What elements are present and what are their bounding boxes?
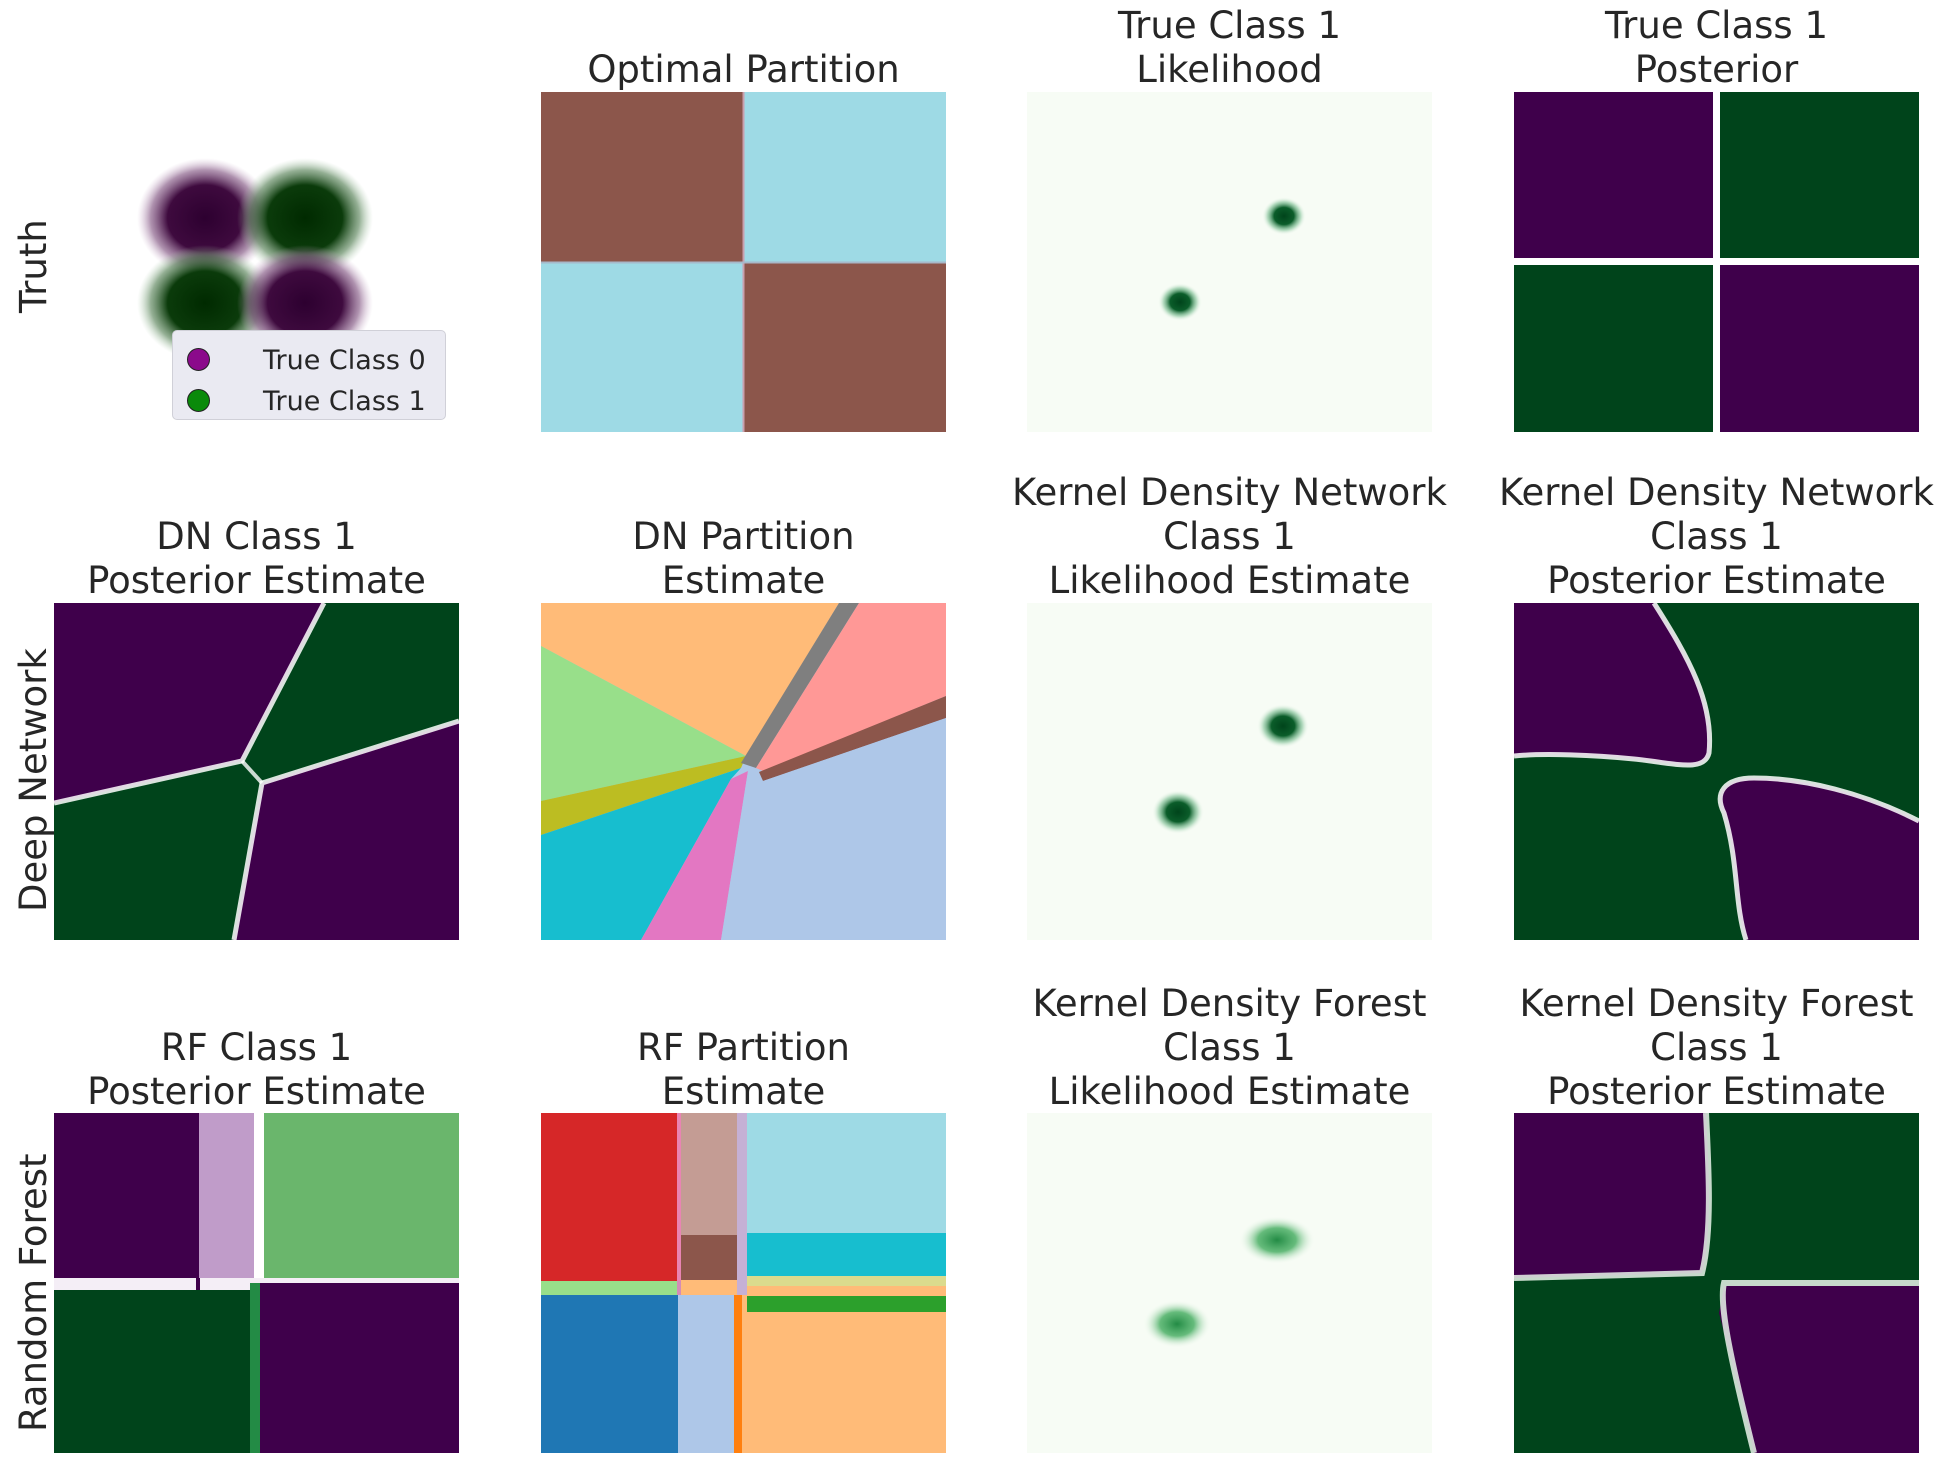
title-kdn-likelihood: Kernel Density Network Class 1 Likelihoo…	[1012, 471, 1447, 602]
dn-region-light-green	[541, 646, 746, 801]
true-likelihood-map	[1027, 92, 1432, 432]
partition-cell-top-right	[744, 92, 946, 262]
truth-scatter-plot	[137, 158, 373, 360]
dn-region-cyan	[541, 768, 741, 940]
title-kdf-likelihood: Kernel Density Forest Class 1 Likelihood…	[1032, 982, 1427, 1113]
kdf-region-purple-bottom-right	[1719, 1286, 1919, 1453]
title-dn-posterior: DN Class 1 Posterior Estimate	[87, 515, 426, 602]
rf-cell-light-green-strip	[541, 1281, 681, 1295]
title-true-posterior: True Class 1 Posterior	[1605, 4, 1828, 91]
row-label-deep-network: Deep Network	[12, 648, 55, 912]
rf-cell-khaki	[747, 1276, 946, 1286]
rf-cell-light-cyan	[747, 1113, 946, 1233]
kdn-posterior-map	[1514, 603, 1919, 940]
rf-posterior-map	[54, 1113, 459, 1453]
dn-region-purple-left	[54, 603, 324, 803]
rf-partition-map	[541, 1113, 946, 1453]
partition-cell-bottom-right	[744, 263, 946, 432]
kdf-likelihood-peak-1	[1239, 1216, 1315, 1264]
kdn-region-purple-top-left	[1514, 603, 1710, 766]
rf-cell-cyan	[747, 1233, 946, 1276]
kdf-posterior-map	[1514, 1113, 1919, 1453]
optimal-partition-map	[541, 92, 946, 432]
rf-cell-orange-strip	[734, 1295, 742, 1453]
title-dn-partition: DN Partition Estimate	[632, 515, 855, 602]
kdn-region-purple-bottom-right	[1720, 778, 1919, 940]
row-label-truth: Truth	[12, 219, 55, 313]
likelihood-background	[1027, 92, 1432, 432]
rf-cell-red	[541, 1113, 677, 1281]
title-kdf-posterior: Kernel Density Forest Class 1 Posterior …	[1519, 982, 1914, 1113]
title-rf-partition: RF Partition Estimate	[637, 1026, 850, 1113]
dn-region-orange	[541, 603, 839, 756]
legend-label-class1: True Class 1	[263, 386, 426, 417]
partition-cell-top-left	[541, 92, 743, 262]
kdn-likelihood-peak-2	[1152, 790, 1204, 834]
kdn-likelihood-map	[1027, 603, 1432, 940]
dn-partition-map	[541, 603, 946, 940]
dn-region-salmon	[756, 603, 946, 771]
rf-cell-brown	[681, 1235, 737, 1280]
likelihood-peak-1	[1262, 197, 1306, 235]
rf-cell-light-blue	[678, 1295, 734, 1453]
kdf-region-purple-top-left	[1514, 1113, 1709, 1278]
posterior-cell-top-right	[1720, 92, 1919, 258]
cluster-class0-top-left	[137, 158, 273, 278]
rf-cell-rose	[681, 1113, 737, 1235]
rf-cell-green-strip	[747, 1296, 946, 1312]
true-posterior-map	[1514, 92, 1919, 432]
title-optimal-partition: Optimal Partition	[587, 48, 900, 91]
legend-label-class0: True Class 0	[263, 345, 426, 376]
legend-marker-class0	[187, 348, 210, 371]
posterior-cell-bottom-right	[1720, 265, 1919, 432]
rf-region-light-purple	[199, 1113, 254, 1278]
dn-region-brown	[759, 696, 946, 781]
row-label-random-forest: Random Forest	[12, 1153, 55, 1433]
partition-cell-bottom-left	[541, 263, 743, 432]
rf-region-purple-bottom-right	[260, 1283, 459, 1453]
dn-region-pink	[641, 771, 748, 940]
dn-region-gray	[741, 603, 859, 768]
kdn-likelihood-peak-1	[1257, 704, 1309, 748]
kdf-likelihood-peak-2	[1143, 1300, 1211, 1348]
title-true-likelihood: True Class 1 Likelihood	[1118, 4, 1341, 91]
kdf-likelihood-map	[1027, 1113, 1432, 1453]
title-rf-posterior: RF Class 1 Posterior Estimate	[87, 1026, 426, 1113]
rf-region-light-green	[264, 1113, 459, 1278]
likelihood-peak-2	[1158, 283, 1202, 321]
posterior-cell-top-left	[1514, 92, 1713, 258]
dn-region-olive	[541, 756, 746, 835]
legend: True Class 0 True Class 1	[172, 330, 446, 420]
dn-posterior-map	[54, 603, 459, 940]
title-kdn-posterior: Kernel Density Network Class 1 Posterior…	[1499, 471, 1934, 602]
legend-marker-class1	[187, 389, 210, 412]
cluster-class1-top-right	[237, 158, 373, 278]
posterior-cell-bottom-left	[1514, 265, 1713, 432]
rf-cell-blue	[541, 1295, 678, 1453]
dn-region-blue	[721, 718, 946, 940]
rf-region-purple-top-left	[54, 1113, 199, 1278]
rf-region-green-bottom-left	[54, 1290, 250, 1453]
